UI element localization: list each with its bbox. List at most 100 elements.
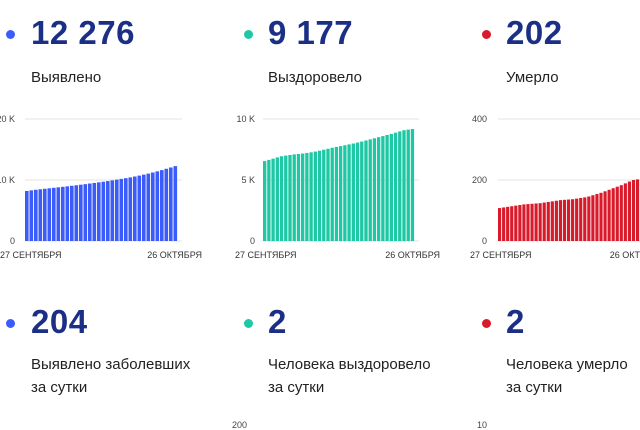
bar: [603, 191, 607, 241]
stat-daily-recovered-label-line2: за сутки: [268, 379, 325, 396]
bar: [119, 178, 124, 241]
bar: [530, 203, 534, 241]
bar: [627, 181, 631, 242]
bar: [275, 157, 279, 241]
bar: [133, 176, 137, 241]
stat-daily-detected-value: 204: [31, 303, 88, 340]
bar: [124, 178, 128, 241]
bar: [92, 182, 97, 241]
bar: [607, 189, 611, 241]
bar: [160, 170, 164, 241]
bar: [393, 132, 398, 241]
bar: [538, 203, 542, 241]
bar: [360, 141, 364, 241]
bar: [368, 139, 372, 241]
bar: [61, 186, 65, 241]
bar: [334, 146, 339, 241]
stat-recovered-value: 9 177: [268, 14, 354, 51]
bar: [506, 206, 510, 241]
bar: [635, 179, 640, 241]
bar: [43, 188, 47, 241]
bar: [88, 183, 92, 241]
bar: [534, 203, 538, 241]
stat-deaths-value: 202: [506, 14, 563, 51]
bar: [115, 179, 119, 241]
bar: [309, 152, 313, 241]
stat-daily-deaths-label-line2: за сутки: [506, 379, 563, 396]
bar: [263, 161, 267, 241]
bar: [542, 202, 546, 241]
bar: [339, 146, 343, 241]
bar: [110, 180, 115, 241]
bar: [619, 185, 623, 242]
stat-deaths-label: Умерло: [506, 69, 559, 86]
bar: [106, 181, 110, 241]
bar: [284, 155, 288, 241]
bar: [25, 190, 29, 241]
bar: [566, 199, 571, 241]
chart-detected: 20 K 10 K 0 27 СЕНТЯБРЯ 26 ОКТЯБРЯ: [0, 114, 202, 260]
bar: [101, 181, 106, 241]
bar: [398, 131, 402, 241]
bar: [546, 201, 550, 241]
bar: [279, 156, 284, 241]
stat-daily-recovered-value: 2: [268, 303, 287, 340]
bar: [29, 190, 34, 241]
bar: [389, 133, 393, 241]
bar: [355, 142, 360, 241]
stat-daily-deaths-label-line1: Человека умерло: [506, 356, 628, 373]
stat-detected-label: Выявлено: [31, 69, 102, 86]
bar: [79, 184, 83, 241]
y-tick-label: 5 K: [241, 175, 255, 185]
bar: [550, 201, 554, 241]
stat-daily-recovered-dot: [244, 319, 253, 328]
bar: [406, 129, 410, 241]
bar: [97, 182, 101, 241]
stat-daily-detected-label-line1: Выявлено заболевших: [31, 356, 191, 373]
bar: [554, 200, 558, 241]
bar: [514, 205, 518, 241]
bar: [575, 198, 579, 241]
bar: [502, 207, 506, 241]
bar: [611, 188, 615, 241]
stat-daily-detected-label-line2: за сутки: [31, 379, 88, 396]
y-tick-label: 20 K: [0, 114, 15, 124]
stat-recovered-dot: [244, 30, 253, 39]
bar: [402, 130, 406, 241]
bar: [631, 180, 636, 241]
bar: [38, 189, 43, 241]
bar: [292, 154, 296, 241]
bar: [301, 153, 305, 241]
y-tick-label: 10 K: [0, 175, 15, 185]
bar: [579, 198, 583, 241]
bar: [562, 199, 567, 241]
bar: [381, 136, 385, 241]
bar: [65, 186, 70, 241]
bar: [128, 177, 133, 241]
chart-deaths: 400 200 0 27 СЕНТЯБРЯ 26 ОКТ: [470, 114, 640, 260]
x-end-label: 26 ОКТ: [610, 250, 640, 260]
bar: [322, 149, 326, 241]
bar: [583, 197, 587, 241]
x-end-label: 26 ОКТЯБРЯ: [385, 250, 440, 260]
bar: [385, 134, 389, 241]
stat-detected-value: 12 276: [31, 14, 135, 51]
bar: [498, 208, 502, 241]
bar: [56, 187, 61, 241]
x-start-label: 27 СЕНТЯБРЯ: [0, 250, 62, 260]
bar: [595, 194, 599, 241]
chart-recovered: 10 K 5 K 0 27 СЕНТЯБРЯ 26 ОКТЯБРЯ: [235, 114, 440, 260]
bar: [623, 183, 627, 241]
bar: [522, 204, 526, 241]
bar: [142, 174, 146, 241]
stat-detected-dot: [6, 30, 15, 39]
bar: [305, 152, 309, 241]
bar: [364, 140, 368, 241]
bar: [317, 150, 322, 241]
bar: [70, 185, 74, 241]
bar: [526, 204, 530, 241]
bar: [83, 184, 88, 241]
bar: [330, 147, 334, 241]
stat-daily-detected-dot: [6, 319, 15, 328]
bar: [313, 151, 317, 241]
